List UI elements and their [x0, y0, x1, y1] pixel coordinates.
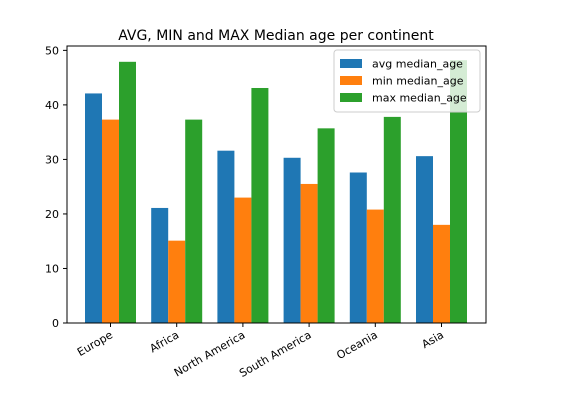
bar-asia-avg: [416, 156, 433, 323]
legend-swatch: [340, 76, 362, 85]
bar-south-america-max: [317, 128, 335, 323]
bar-south-america-min: [300, 183, 318, 323]
legend-label: max median_age: [372, 92, 467, 105]
x-tick-label: Africa: [148, 328, 182, 355]
plot-frame: [66, 45, 487, 324]
y-tick-label: 0: [52, 317, 59, 330]
bar-africa-min: [168, 240, 186, 323]
x-tick-label: Oceania: [334, 328, 379, 362]
bar-oceania-max: [383, 116, 401, 323]
x-tick-label: North America: [172, 328, 247, 379]
y-tick-label: 40: [45, 99, 59, 112]
bar-asia-max: [450, 60, 467, 324]
y-tick-label: 30: [45, 153, 59, 166]
legend-label: min median_age: [372, 75, 464, 88]
x-tick-label: Europe: [75, 328, 115, 359]
y-tick-label: 10: [45, 262, 59, 275]
bar-europe-avg: [85, 93, 102, 323]
y-tick-label: 20: [45, 208, 59, 221]
bar-europe-min: [102, 119, 119, 323]
chart-title: AVG, MIN and MAX Median age per continen…: [118, 28, 434, 44]
bar-north-america-avg: [217, 150, 235, 323]
legend-swatch: [340, 59, 362, 68]
legend-label: avg median_age: [372, 58, 463, 71]
bar-africa-max: [185, 119, 203, 323]
bar-oceania-min: [366, 209, 384, 323]
x-tick-label: South America: [237, 328, 314, 380]
bar-europe-max: [119, 61, 136, 324]
bar-south-america-avg: [283, 157, 301, 323]
bars-layer: [85, 60, 467, 324]
bar-north-america-max: [251, 87, 269, 324]
bar-africa-avg: [151, 207, 169, 323]
bar-north-america-min: [234, 197, 252, 323]
y-axis: 0 10 20 30 40 50: [45, 44, 67, 330]
y-tick-label: 50: [45, 44, 59, 57]
legend-swatch: [340, 93, 362, 102]
legend-frame: [333, 49, 481, 113]
bar-asia-min: [433, 224, 450, 323]
bar-oceania-avg: [349, 172, 367, 323]
x-tick-label: Asia: [420, 328, 446, 351]
